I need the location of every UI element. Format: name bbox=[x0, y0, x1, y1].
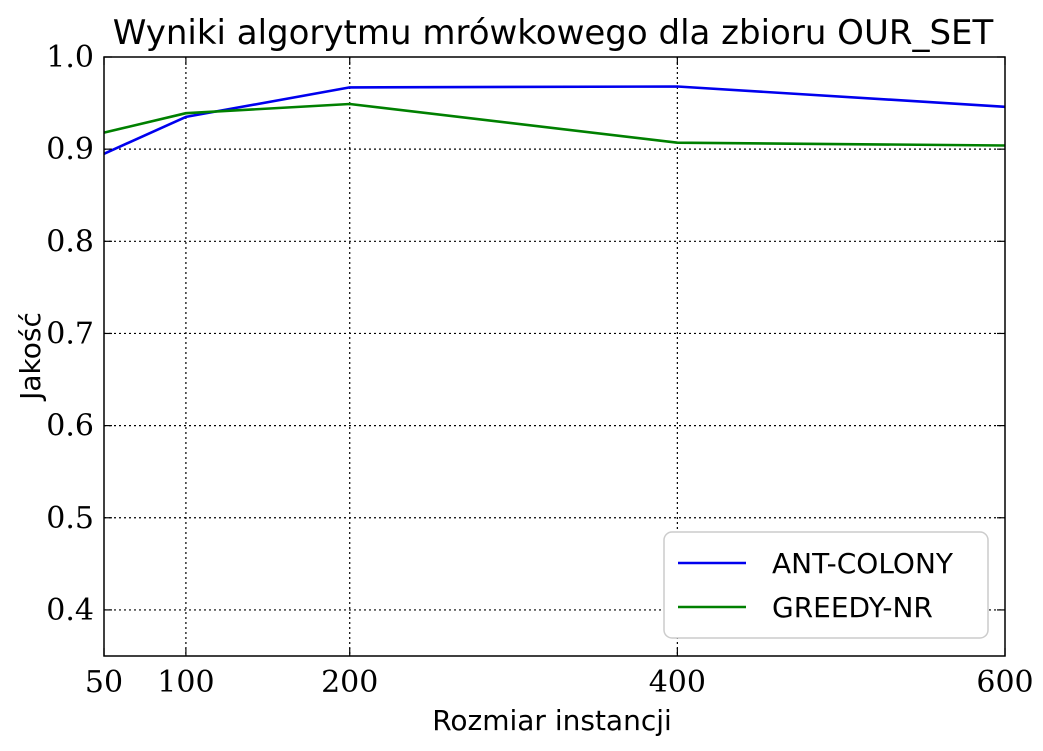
x-tick-label: 400 bbox=[649, 665, 706, 700]
y-tick-label: 0.5 bbox=[46, 501, 94, 536]
legend-label-greedy-nr: GREEDY-NR bbox=[772, 591, 933, 624]
x-axis-label: Rozmiar instancji bbox=[432, 704, 672, 737]
x-tick-label: 600 bbox=[976, 665, 1033, 700]
plot-frame bbox=[103, 56, 1006, 657]
legend-label-ant-colony: ANT-COLONY bbox=[772, 547, 954, 580]
y-tick-label: 0.4 bbox=[46, 593, 94, 628]
y-tick-label: 0.9 bbox=[46, 132, 94, 167]
x-tick-label: 200 bbox=[321, 665, 378, 700]
y-tick-label: 0.7 bbox=[46, 316, 94, 351]
y-axis-label: Jakość bbox=[14, 312, 47, 402]
axis-ticks: 50 100 200 400 600 0.4 0.5 0.6 0.7 0.8 0.9 1.0 bbox=[46, 40, 1033, 700]
x-tick-label: 100 bbox=[157, 665, 214, 700]
legend-box bbox=[663, 531, 989, 639]
legend: ANT-COLONY GREEDY-NR bbox=[663, 531, 989, 639]
chart-title: Wyniki algorytmu mrówkowego dla zbioru O… bbox=[113, 13, 994, 53]
series-line-greedy-nr bbox=[103, 102, 1006, 147]
series-line-ant-colony bbox=[103, 85, 1006, 155]
y-tick-label: 1.0 bbox=[46, 40, 94, 75]
x-tick-label: 50 bbox=[85, 665, 123, 700]
y-tick-label: 0.6 bbox=[46, 409, 94, 444]
plot-series bbox=[103, 85, 1006, 155]
y-tick-label: 0.8 bbox=[46, 224, 94, 259]
